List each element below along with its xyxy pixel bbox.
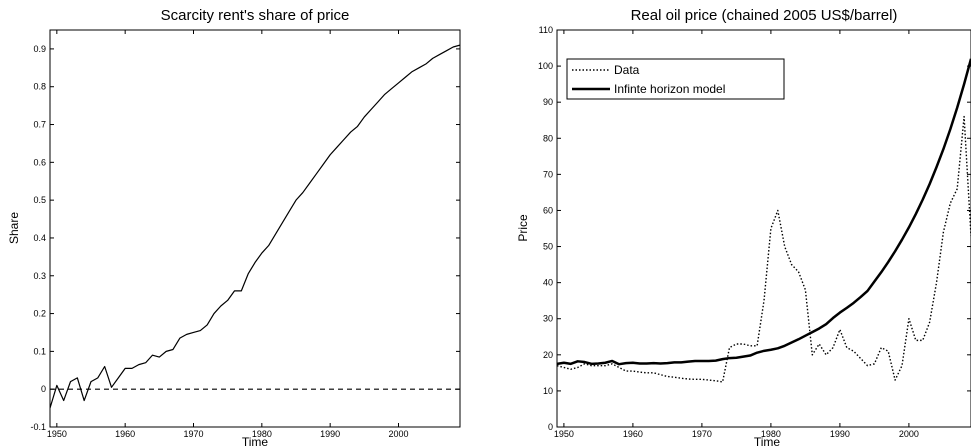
- right-ytick-label: 70: [543, 169, 553, 179]
- left-ytick-label: 0.3: [33, 271, 46, 281]
- right-ytick-label: 40: [543, 278, 553, 288]
- left-ytick-label: -0.1: [30, 422, 46, 432]
- left-xtick-label: 1970: [183, 429, 203, 439]
- left-plot-frame: [49, 29, 461, 428]
- left-chart-xlabel: Time: [242, 435, 269, 448]
- left-ytick-label: 0.7: [33, 120, 46, 130]
- left-ytick-label: 0.9: [33, 44, 46, 54]
- right-plot-frame: [556, 29, 971, 428]
- right-ytick-label: 20: [543, 350, 553, 360]
- left-ytick-label: 0.2: [33, 309, 46, 319]
- right-chart-ticks: 1950 1960 1970 1980 1990 2000 0 10 20 30 40 50 60 70 8…: [538, 25, 971, 439]
- right-series-data-line: [557, 115, 971, 383]
- right-ytick-label: 90: [543, 97, 553, 107]
- right-xtick-label: 1990: [830, 429, 850, 439]
- left-chart-marks: [50, 44, 460, 409]
- left-ytick-label: 0.4: [33, 233, 46, 243]
- left-chart: Scarcity rent's share of price Time Shar…: [7, 7, 461, 448]
- left-ytick-label: 0: [41, 384, 46, 394]
- right-ytick-label: 30: [543, 314, 553, 324]
- right-ytick-label: 50: [543, 242, 553, 252]
- right-chart-xlabel: Time: [754, 435, 781, 448]
- left-ytick-label: 0.5: [33, 195, 46, 205]
- right-chart-ylabel: Price: [516, 214, 530, 242]
- legend-label-model: Infinte horizon model: [614, 82, 725, 96]
- right-chart-marks: [557, 58, 971, 383]
- right-xtick-label: 1980: [761, 429, 781, 439]
- left-chart-ticks: 1950 1960 1970 1980 1990 2000 -0.1 0 0.1 0.2 0.3 0.…: [30, 30, 460, 439]
- right-ytick-label: 110: [539, 25, 553, 35]
- right-ytick-label: 60: [543, 205, 553, 215]
- left-xtick-label: 2000: [388, 429, 408, 439]
- legend-label-data: Data: [614, 63, 640, 77]
- left-chart-ylabel: Share: [7, 212, 21, 244]
- left-xtick-label: 1990: [320, 429, 340, 439]
- right-ytick-label: 100: [538, 61, 553, 71]
- right-ytick-label: 80: [543, 133, 553, 143]
- right-xtick-label: 1970: [692, 429, 712, 439]
- right-xtick-label: 1950: [554, 429, 574, 439]
- right-chart-legend: Data Infinte horizon model: [566, 58, 785, 100]
- right-ytick-label: 10: [543, 386, 553, 396]
- left-series-share-line: [50, 44, 460, 409]
- right-chart: Real oil price (chained 2005 US$/barrel)…: [516, 7, 971, 448]
- left-ytick-label: 0.1: [33, 346, 46, 356]
- right-chart-title: Real oil price (chained 2005 US$/barrel): [631, 7, 898, 24]
- right-xtick-label: 2000: [899, 429, 919, 439]
- left-ytick-label: 0.6: [33, 157, 46, 167]
- right-xtick-label: 1960: [623, 429, 643, 439]
- right-series-model-line: [557, 58, 971, 366]
- right-ytick-label: 0: [548, 422, 553, 432]
- legend-box: [566, 58, 785, 100]
- left-chart-title: Scarcity rent's share of price: [161, 7, 350, 24]
- left-xtick-label: 1950: [47, 429, 67, 439]
- left-xtick-label: 1980: [252, 429, 272, 439]
- left-xtick-label: 1960: [115, 429, 135, 439]
- left-ytick-label: 0.8: [33, 82, 46, 92]
